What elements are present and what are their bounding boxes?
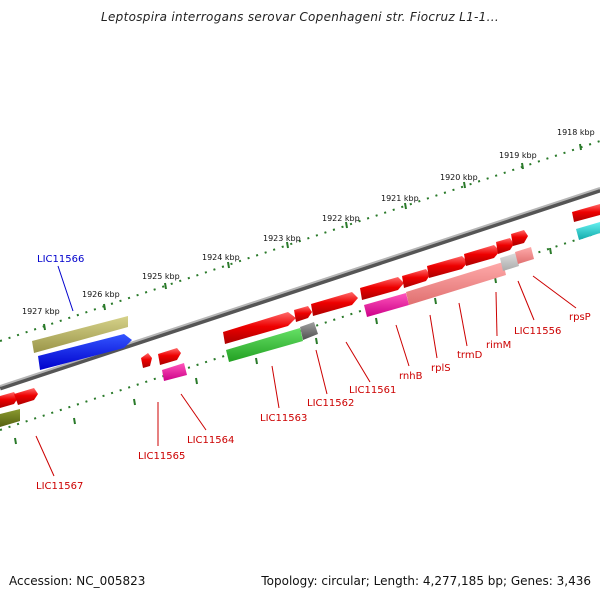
gene-label-lic11563[interactable]: LIC11563 xyxy=(260,413,307,424)
gene-arrow-rplS[interactable] xyxy=(402,269,430,288)
gene-label-lic11567[interactable]: LIC11567 xyxy=(36,481,83,492)
gene-bar-lic11556-pink[interactable] xyxy=(515,247,534,264)
scale-label-1919: 1919 kbp xyxy=(499,151,537,160)
lower-ticks xyxy=(14,247,552,445)
gene-label-rnhB[interactable]: rnhB xyxy=(399,371,423,382)
gene-bar-rplS-pink[interactable] xyxy=(406,262,506,305)
gene-bar-lic11564-magenta[interactable] xyxy=(162,363,187,381)
scale-label-1918: 1918 kbp xyxy=(557,128,595,137)
genome-summary-text: Topology: circular; Length: 4,277,185 bp… xyxy=(261,574,591,588)
map-title: Leptospira interrogans serovar Copenhage… xyxy=(101,10,499,24)
gene-label-rpsP[interactable]: rpsP xyxy=(569,312,591,323)
gene-bar-rnhB-magenta[interactable] xyxy=(364,293,409,317)
scale-label-1923: 1923 kbp xyxy=(263,234,301,243)
gene-label-lic11562[interactable]: LIC11562 xyxy=(307,398,354,409)
gene-arrow-trmD[interactable] xyxy=(427,256,468,278)
gene-arrow-rnhB[interactable] xyxy=(360,277,404,300)
gene-label-lic11556[interactable]: LIC11556 xyxy=(514,326,561,337)
gene-label-lic11561[interactable]: LIC11561 xyxy=(349,385,396,396)
gene-bar-dark-olive[interactable] xyxy=(0,409,20,427)
gene-bar-olive[interactable] xyxy=(32,316,128,353)
gene-bar-rimM-lightgray[interactable] xyxy=(500,253,519,271)
scale-label-1925: 1925 kbp xyxy=(142,272,180,281)
gene-arrow-lic11563[interactable] xyxy=(223,312,296,344)
gene-arrow-rimM[interactable] xyxy=(464,245,500,266)
gene-arrow-lic11566[interactable] xyxy=(38,334,132,370)
scale-label-1922: 1922 kbp xyxy=(322,214,360,223)
gene-bar-lic11562-gray[interactable] xyxy=(300,322,318,340)
gene-arrow-left-red-1[interactable] xyxy=(0,392,18,408)
gene-label-lic11564[interactable]: LIC11564 xyxy=(187,435,234,446)
scale-track xyxy=(0,140,600,342)
gene-arrow-lic11556-a[interactable] xyxy=(496,238,514,254)
genome-backbone-shadow xyxy=(0,187,600,391)
gene-arrow-rpsP[interactable] xyxy=(572,204,600,222)
gene-arrow-lic11565[interactable] xyxy=(141,353,152,368)
scale-label-1920: 1920 kbp xyxy=(440,173,478,182)
leader-lines-red xyxy=(35,275,577,477)
gene-label-trmD[interactable]: trmD xyxy=(457,350,483,361)
accession-text: Accession: NC_005823 xyxy=(9,574,146,588)
scale-label-1924: 1924 kbp xyxy=(202,253,240,262)
gene-arrow-lic11562[interactable] xyxy=(294,306,312,322)
gene-label-lic11565[interactable]: LIC11565 xyxy=(138,451,185,462)
gene-bar-rpsP-cyan[interactable] xyxy=(576,222,600,240)
scale-label-1927: 1927 kbp xyxy=(22,307,60,316)
scale-label-1926: 1926 kbp xyxy=(82,290,120,299)
gene-arrow-lic11556-b[interactable] xyxy=(511,230,528,246)
gene-arrow-lic11561[interactable] xyxy=(311,292,358,316)
scale-label-1921: 1921 kbp xyxy=(381,194,419,203)
scale-ticks xyxy=(43,143,582,331)
leader-line-blue xyxy=(57,265,74,312)
gene-arrow-lic11564[interactable] xyxy=(158,348,181,365)
gene-label-rplS[interactable]: rplS xyxy=(431,363,451,374)
gene-arrow-left-red-2[interactable] xyxy=(14,388,38,405)
gene-bar-lic11563-green[interactable] xyxy=(226,328,303,362)
gene-label-lic11566[interactable]: LIC11566 xyxy=(37,254,84,265)
gene-label-rimM[interactable]: rimM xyxy=(486,340,511,351)
